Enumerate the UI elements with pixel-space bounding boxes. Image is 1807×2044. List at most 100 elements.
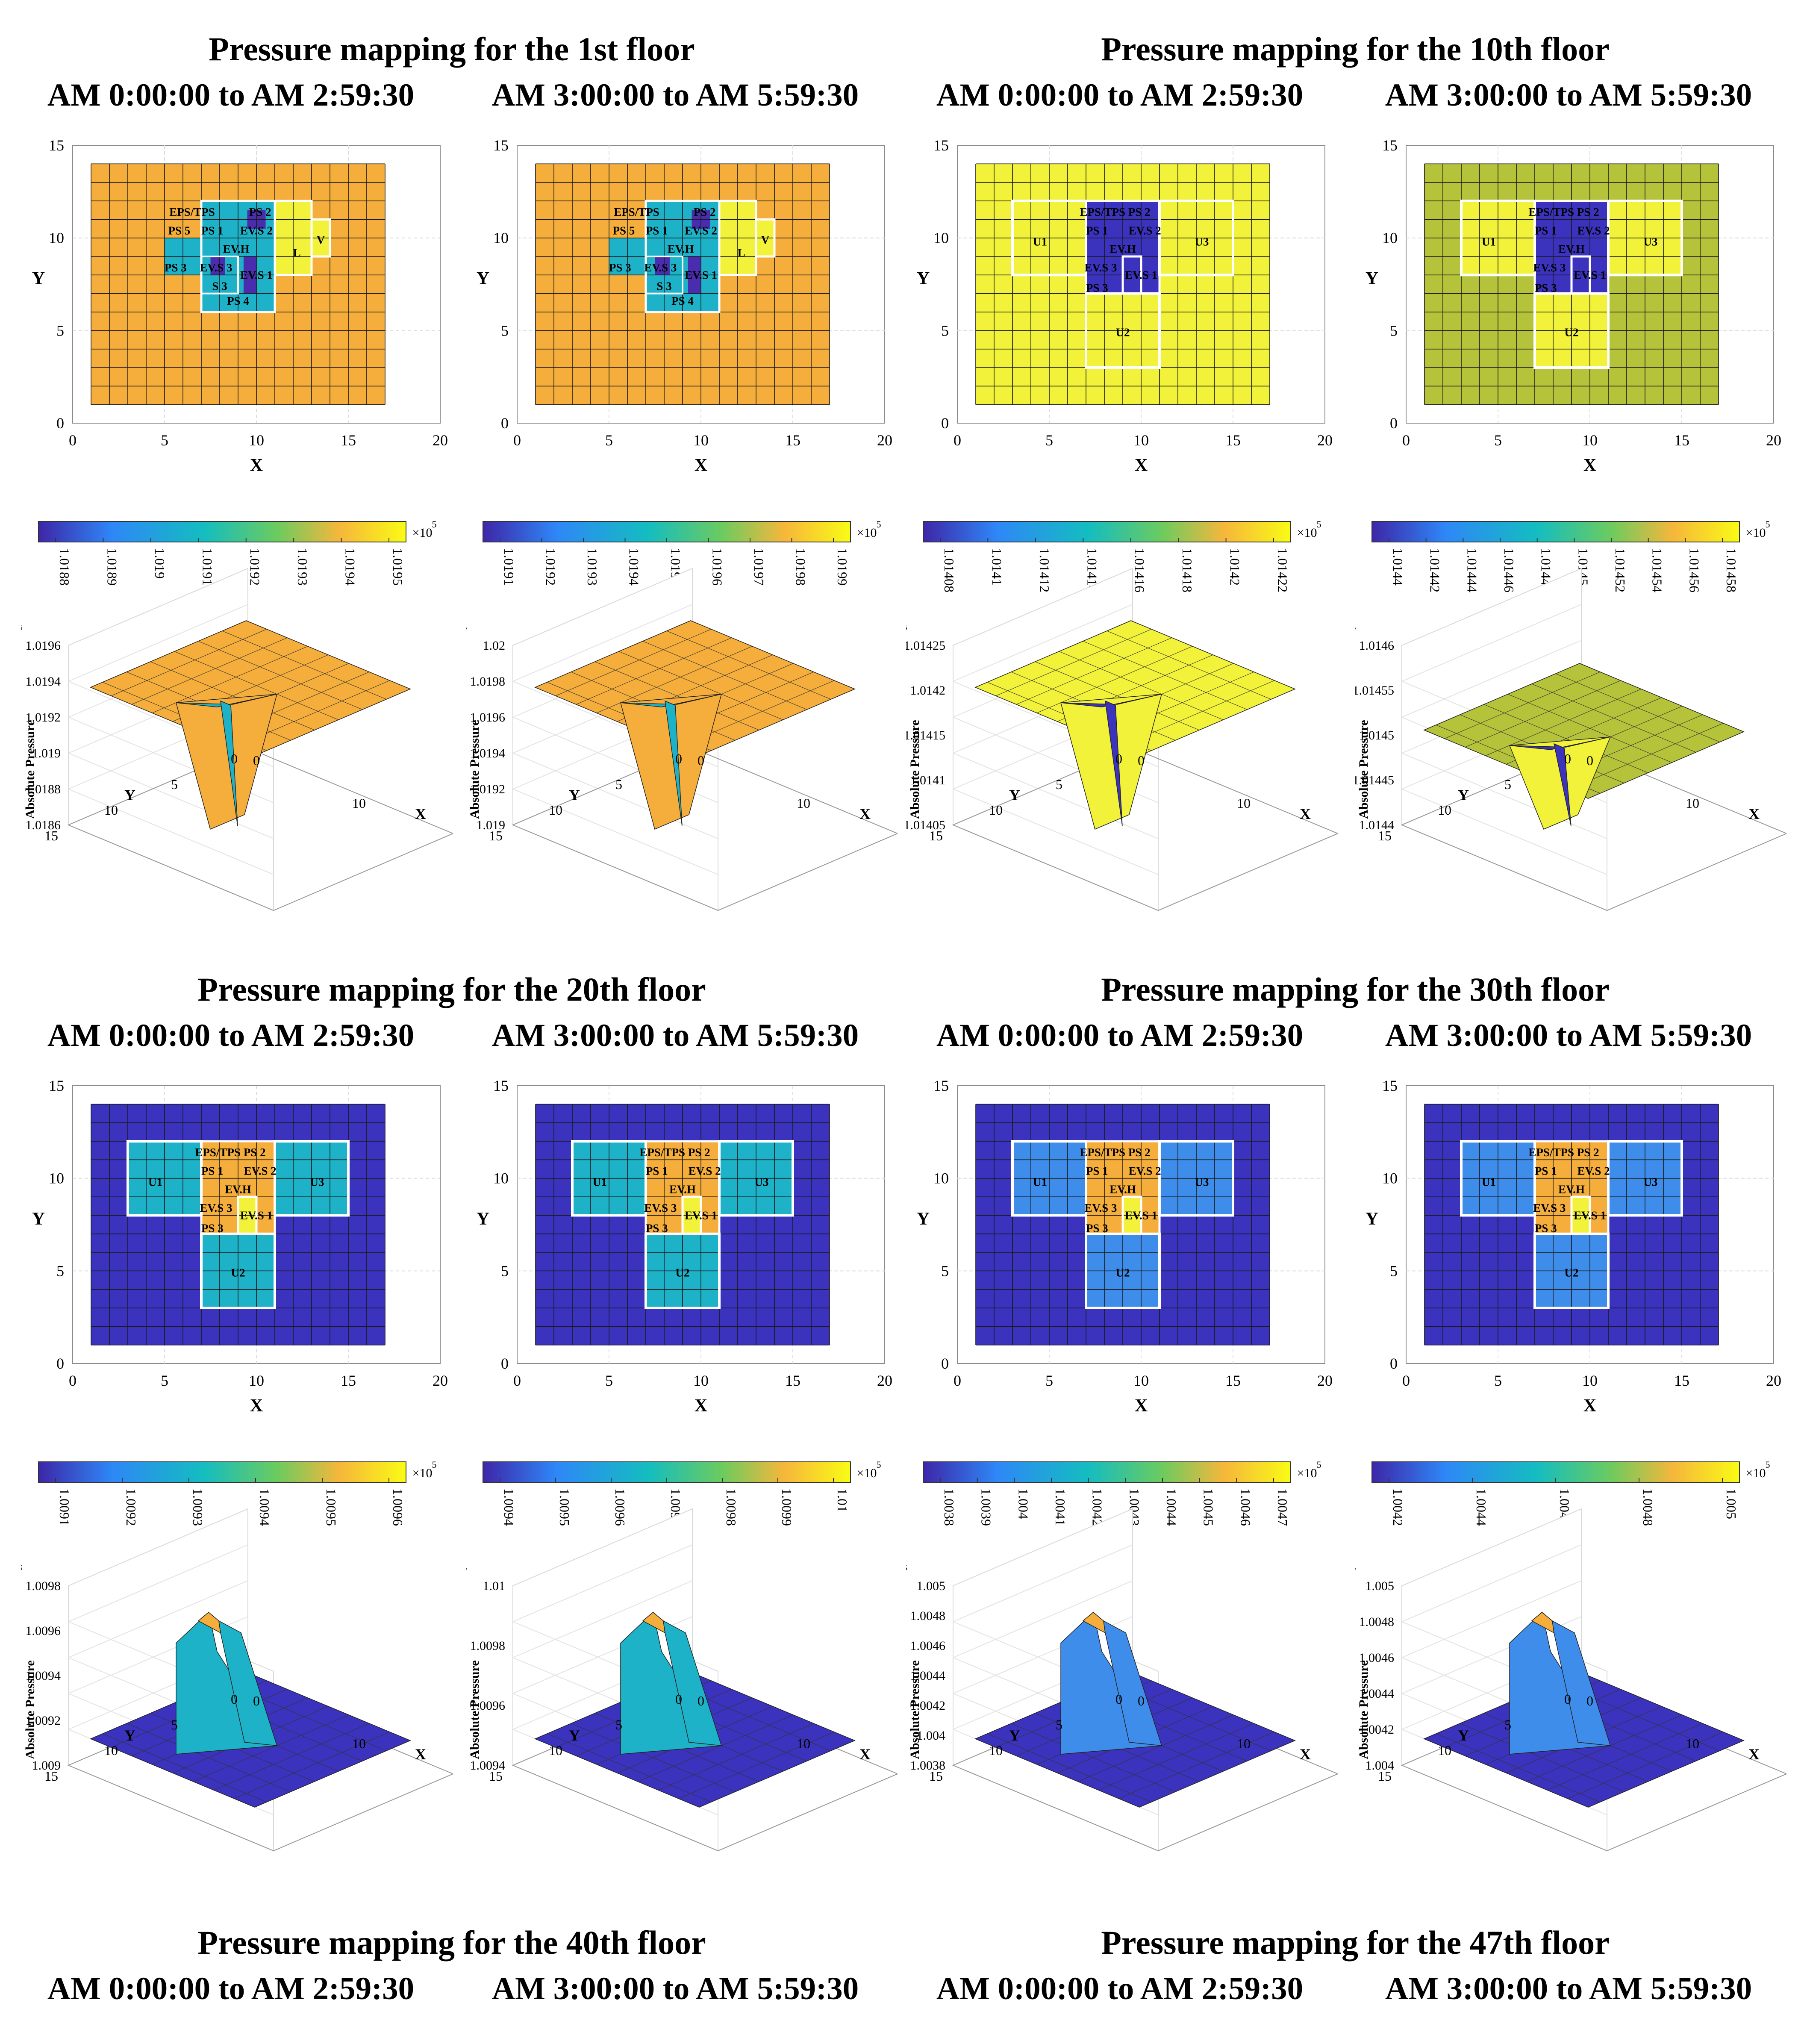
colorbar-tick-label: 1.01408 [942,548,957,592]
surface-mesh [1547,1723,1703,1791]
y-axis-label: Y [124,1727,135,1744]
z-tick-label: 1.0146 [1359,639,1395,653]
room-label: S 3 [656,280,671,292]
x-tick-label: 10 [249,1372,264,1389]
room-label: PS 1 [1535,1164,1557,1177]
shaft-outline [1121,255,1142,295]
room-label: EV.S 1 [1125,1209,1157,1222]
x-tick-label: 0 [1138,753,1145,768]
panel-floor30-late: EPS/TPS PS 2 PS 1 EV.S 2 EV.H EV.S 3 EV.S 1 PS … [1334,1069,1802,1906]
room-label: EV.S 1 [685,268,717,281]
colorbar-bar [923,1461,1291,1483]
room-label: U1 [1482,235,1496,248]
y-tick-label: 5 [1504,777,1511,792]
panel-floor10-late: EPS/TPS PS 2 PS 1 EV.S 2 EV.H EV.S 3 EV.S 1 PS … [1334,128,1802,966]
z-tick-label: 1.0194 [26,674,61,689]
y-tick-label: 10 [1382,230,1398,247]
z-tick-label: 1.0188 [26,782,61,796]
x-tick-label: 10 [1237,1736,1251,1751]
x-tick-label: 0 [513,1372,521,1389]
colorbar-tick-label: 1.0039 [979,1488,994,1526]
x-axis-label: X [1300,1746,1311,1763]
room-label: U3 [754,1175,768,1188]
colorbar-tick-label: 1.0192 [543,548,559,586]
colorbar: 1.0038 1.0039 1.004 1.0041 1.0042 1.0043 1.004… [923,1459,1321,1526]
colorbar-scale-label: ×10 [1297,1466,1317,1480]
room-label: EV.H [1110,1183,1136,1196]
surface-mesh [571,1723,736,1792]
z-tick-label: 1.0144 [1359,818,1395,832]
surface-mesh [1059,651,1224,720]
room-label: EPS/TPS [1528,206,1574,218]
x-tick-label: 20 [1317,1372,1333,1389]
z-tick-label: 1.0145 [1359,728,1395,742]
colorbar-tick-label: 1.01446 [1501,548,1517,592]
z-tick-label: 1.0046 [910,1639,946,1653]
x-tick-label: 5 [1045,432,1053,449]
colorbar-tick-label: 1.0044 [1474,1488,1489,1526]
y-tick-label: 15 [933,137,949,154]
colorbar-tick-label: 1.01418 [1180,548,1195,592]
z-tick-label: 1.01 [483,1579,506,1593]
colorbar-bar [38,521,406,542]
room-label: PS 4 [227,295,249,307]
room-label: EV.H [1558,1183,1585,1196]
colorbar-bar [38,1461,406,1483]
surface-mesh [1036,646,1193,713]
colorbar-tick-label: 1.0093 [190,1488,206,1526]
x-tick-label: 10 [352,795,366,811]
z-axis-label: Absolute Pressure [468,1660,482,1759]
colorbar-tick-label: 1.01458 [1724,548,1739,592]
z-tick-label: 1.0142 [910,683,946,698]
colorbar-tick-label: 1.0094 [501,1488,517,1526]
x-axis-label: X [1135,456,1148,475]
surface-plot: 1.005 1.0048 1.0046 1.0044 1.0042 1.004 1.0038… [885,1508,1353,1852]
z-tick-label: 1.0094 [470,1758,506,1773]
y-axis-label: Y [1366,1209,1378,1229]
x-axis-label: X [1300,805,1311,822]
surface-mesh [1011,1723,1176,1792]
colorbar-tick-label: 1.0045 [1201,1488,1216,1526]
room-label: EV.S 2 [244,1164,277,1177]
slot-title: AM 3:00:00 to AM 5:59:30 [1385,1971,1752,2006]
x-axis-label: X [250,1396,263,1416]
room-label: S 3 [212,280,227,292]
surface-core [620,694,722,707]
z-tick-label: 1.0094 [26,1669,61,1683]
box-grid [512,753,718,839]
panel-floor1-early: EPS/TPS PS 2 PS 5 PS 1 EV.S 2 EV.H PS 3 EV.S 3 E… [0,128,468,966]
panel-floor30-early: EPS/TPS PS 2 PS 1 EV.S 2 EV.H EV.S 3 EV.S 1 PS … [885,1069,1353,1906]
surface-mesh [1483,704,1648,773]
surface-mesh [193,1714,349,1782]
y-tick-label: 0 [1115,751,1122,766]
surface-mesh [174,651,339,720]
heatmap: EPS/TPS PS 2 PS 1 EV.S 2 EV.H EV.S 3 EV.S 1 PS … [1366,1077,1781,1416]
room-label: EV.S 2 [240,224,273,237]
x-tick-label: 0 [954,432,961,449]
y-tick-label: 15 [929,828,943,843]
room-label: EV.H [1110,243,1136,256]
colorbar-bar [923,521,1291,542]
x-tick-label: 20 [877,432,892,449]
room-label: L [738,246,745,259]
z-tick-label: 1.0194 [470,746,506,760]
x-tick-label: 5 [161,432,168,449]
y-tick-label: 10 [989,1743,1003,1758]
surface-mesh [1436,1733,1601,1802]
colorbar-tick-label: 1.01456 [1686,548,1702,592]
z-tick-label: 1.005 [1366,1579,1395,1593]
surface-mesh [1567,1732,1724,1799]
z-tick-label: 1.01415 [906,728,945,742]
surface-peak-side [1103,1620,1162,1746]
colorbar-scale-exponent: 5 [1317,519,1321,530]
surface-plot: 1.014251.01421.014151.01411.01405×105Abs… [885,568,1353,911]
colorbar-tick-label: 1.0094 [257,1488,272,1526]
surface-core [1509,736,1611,750]
surface-mesh [1107,630,1271,700]
surface-mesh [1507,694,1672,763]
x-tick-label: 10 [693,1372,709,1389]
z-tick-label: 1.0096 [470,1699,506,1713]
y-tick-label: 5 [56,1262,64,1279]
room-label: PS 3 [1086,1222,1108,1235]
y-tick-label: 0 [231,1691,238,1707]
